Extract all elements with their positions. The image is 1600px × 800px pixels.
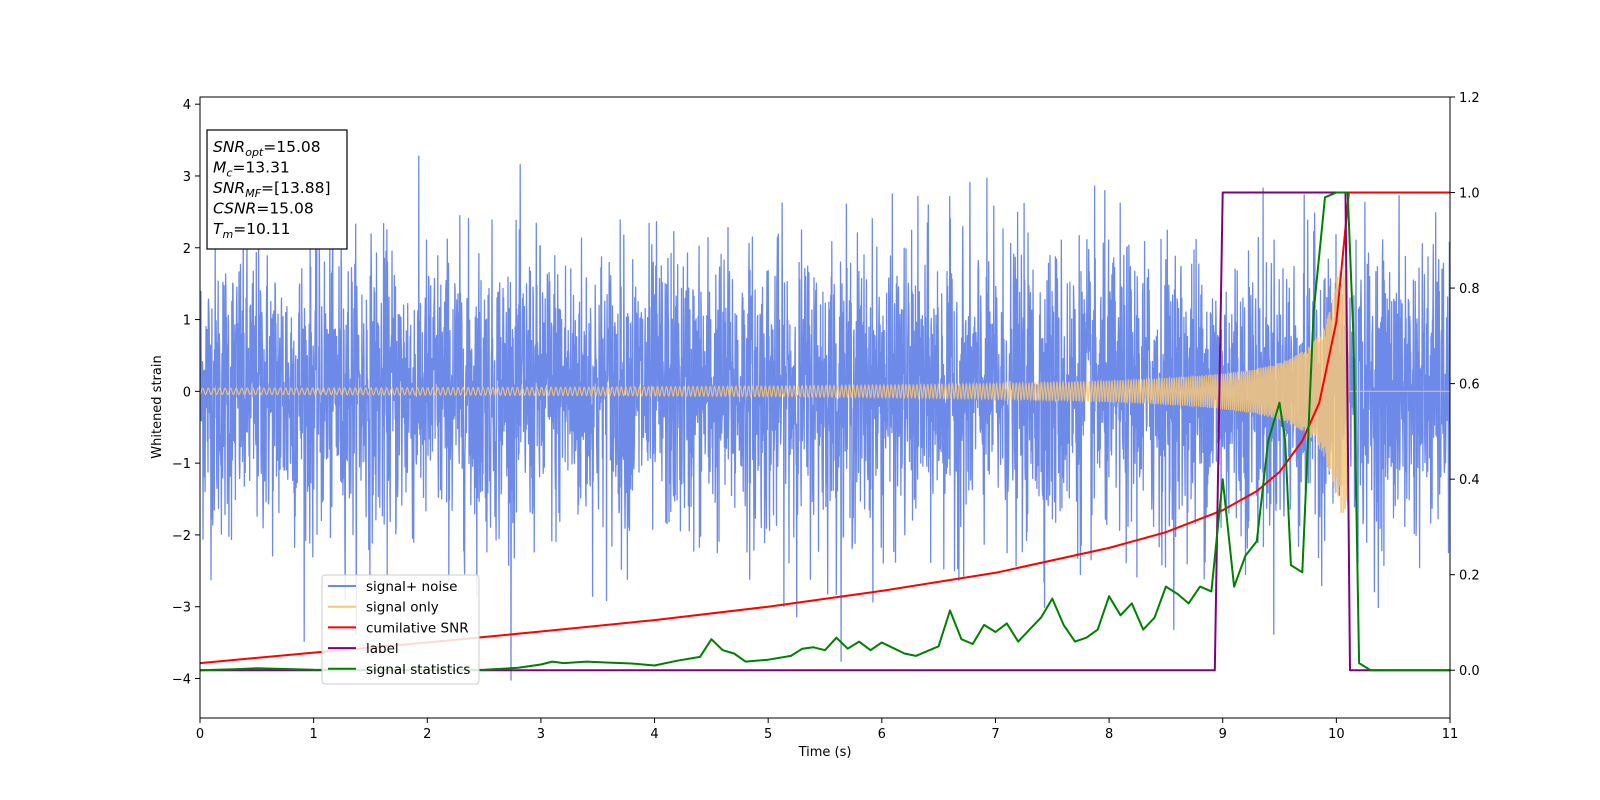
legend: signal+ noise signal only cumilative SNR la… — [321, 574, 480, 685]
y-axis-title: Whitened strain — [150, 355, 165, 458]
plot-area — [200, 155, 1450, 681]
info-box: SNRopt=15.08Mc=13.31SNRMF=[13.88]CSNR=15… — [206, 129, 348, 250]
y-tick-label-right: 1.2 — [1459, 91, 1480, 106]
legend-label: signal+ noise — [366, 579, 457, 595]
x-tick-label: 2 — [423, 727, 431, 742]
y-tick-label-left: −3 — [172, 601, 191, 616]
x-tick-label: 0 — [196, 727, 204, 742]
x-tick-label: 9 — [1219, 727, 1227, 742]
x-tick-label: 6 — [878, 727, 886, 742]
y-tick-label-right: 0.6 — [1459, 378, 1480, 393]
legend-label: cumilative SNR — [366, 620, 469, 636]
legend-label: signal statistics — [366, 662, 470, 678]
legend-label: label — [366, 641, 399, 657]
y-tick-label-left: −1 — [172, 457, 191, 472]
info-line: Tm=10.11 — [213, 220, 291, 241]
info-line: SNRopt=15.08 — [213, 138, 321, 159]
y-tick-label-left: 4 — [183, 98, 191, 113]
series-signal-only — [200, 269, 1450, 514]
y-tick-label-right: 0.0 — [1459, 664, 1480, 679]
info-box-frame — [206, 129, 348, 250]
x-tick-label: 5 — [764, 727, 772, 742]
x-tick-label: 3 — [537, 727, 545, 742]
x-axis-title: Time (s) — [798, 745, 852, 760]
plot-frame — [199, 96, 1451, 719]
x-tick-label: 10 — [1328, 727, 1345, 742]
y-tick-label-right: 0.8 — [1459, 282, 1480, 297]
y-tick-label-left: −2 — [172, 529, 191, 544]
info-line: Mc=13.31 — [213, 159, 290, 180]
legend-frame — [321, 574, 480, 685]
x-tick-label: 11 — [1442, 727, 1459, 742]
y-tick-label-left: −4 — [172, 673, 191, 688]
info-line: SNRMF=[13.88] — [213, 179, 331, 200]
y-tick-label-left: 2 — [183, 242, 191, 257]
y-tick-label-right: 0.4 — [1459, 473, 1480, 488]
series-label — [200, 191, 1450, 672]
legend-label: signal only — [366, 600, 439, 616]
x-tick-label: 1 — [309, 727, 317, 742]
y-tick-label-right: 0.2 — [1459, 569, 1480, 584]
y-tick-label-left: 1 — [183, 314, 191, 329]
y-tick-label-left: 0 — [183, 385, 191, 400]
series-signal-statistics — [200, 191, 1450, 672]
y-tick-label-right: 1.0 — [1459, 187, 1480, 202]
x-tick-label: 4 — [650, 727, 658, 742]
info-line: CSNR=15.08 — [213, 200, 314, 218]
y-tick-label-left: 3 — [183, 170, 191, 185]
axes: 0 1 2 3 4 5 6 7 8 9 10 11 −4 −3 −2 −1 0 1 2 3 4 0.0 0.2 0.4 0.6 0… — [172, 91, 1480, 742]
x-tick-label: 7 — [991, 727, 999, 742]
series-cumulative-snr — [200, 191, 1450, 665]
x-tick-label: 8 — [1105, 727, 1113, 742]
